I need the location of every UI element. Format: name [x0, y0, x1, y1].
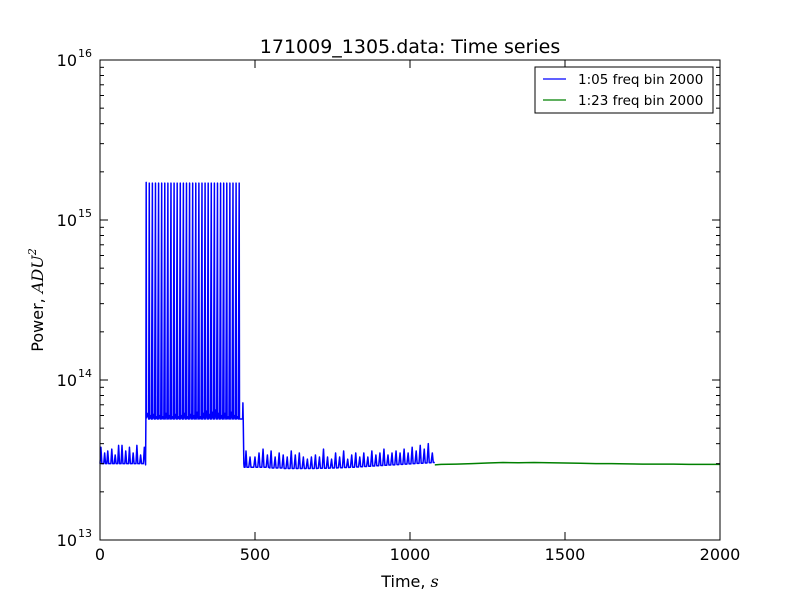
y-tick-label: 10 — [57, 211, 77, 230]
x-axis-label: Time, s — [380, 572, 439, 591]
plot-frame — [99, 59, 721, 541]
y-axis-label-sup: 2 — [26, 248, 39, 256]
x-tick-label: 1000 — [390, 545, 431, 564]
y-tick-label-exponent: 15 — [78, 207, 92, 220]
y-tick-label-exponent: 14 — [78, 367, 92, 380]
x-tick-label: 0 — [95, 545, 105, 564]
y-axis-label-text: Power, — [28, 293, 47, 352]
legend-box — [534, 66, 714, 114]
chart-title: 171009_1305.data: Time series — [260, 36, 560, 58]
legend-label-2: 1:23 freq bin 2000 — [578, 93, 703, 109]
x-axis-label-math: s — [431, 572, 439, 591]
y-axis-label: Power, ADU2 — [26, 248, 47, 351]
legend-label-1: 1:05 freq bin 2000 — [578, 72, 703, 88]
x-axis-label-text: Time, — [380, 572, 430, 591]
y-axis-label-math: ADU — [28, 255, 47, 295]
series-line-1 — [99, 181, 435, 470]
x-tick-label: 2000 — [700, 545, 741, 564]
plot-area — [99, 181, 720, 470]
y-tick-label: 10 — [57, 531, 77, 550]
x-tick-label: 500 — [240, 545, 271, 564]
series-line-2 — [434, 461, 720, 466]
y-tick-label-exponent: 13 — [78, 527, 92, 540]
x-tick-label: 1500 — [545, 545, 586, 564]
y-tick-label: 10 — [57, 371, 77, 390]
legend: 1:05 freq bin 2000 1:23 freq bin 2000 — [534, 66, 714, 114]
y-tick-label: 10 — [57, 51, 77, 70]
y-tick-label-exponent: 16 — [78, 47, 92, 60]
